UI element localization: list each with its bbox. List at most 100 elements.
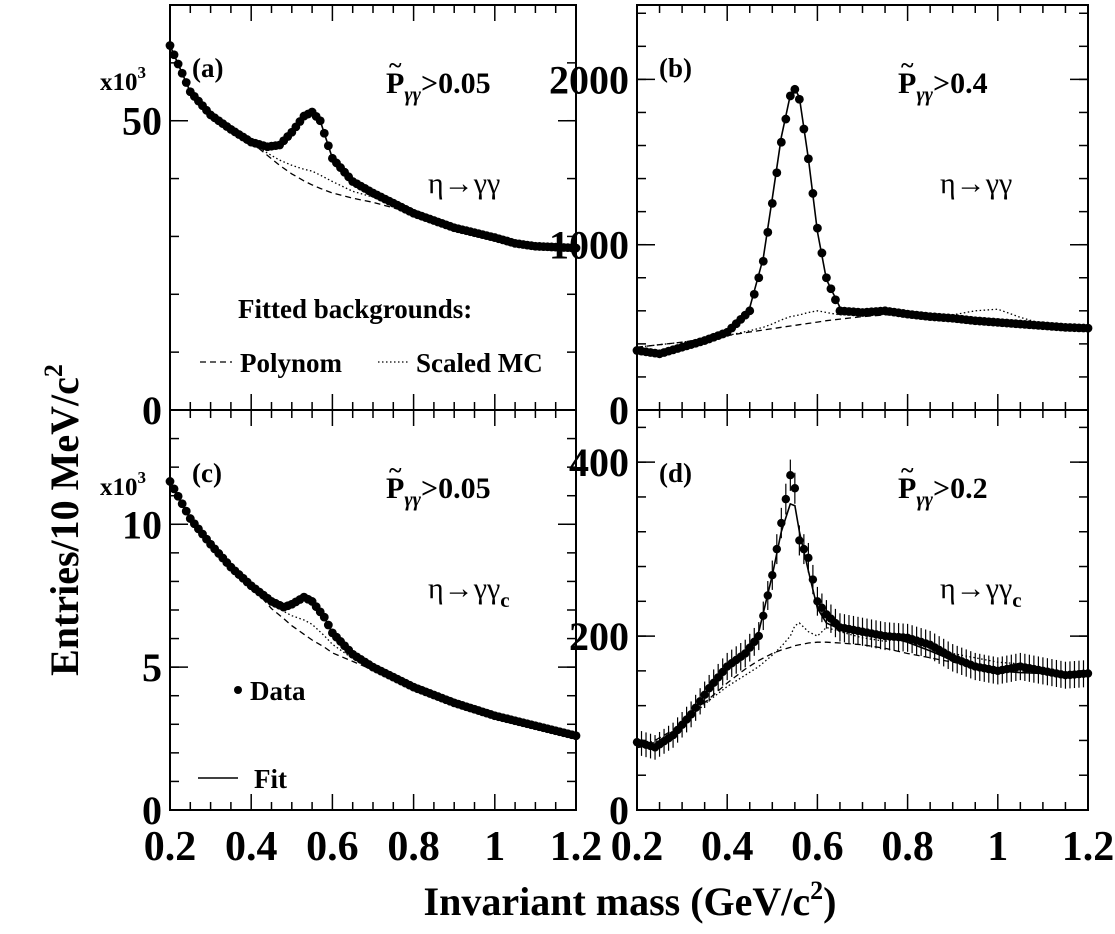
- data-point: [804, 553, 813, 563]
- x-tick-label: 1.2: [550, 824, 603, 870]
- data-point: [763, 227, 773, 237]
- data-point: [768, 571, 777, 580]
- data-point: [323, 141, 333, 151]
- y-tick-label: 0: [142, 788, 162, 833]
- fit-curve: [169, 45, 577, 249]
- panel-label: (c): [192, 458, 222, 488]
- y-tick-label: 50: [122, 99, 162, 144]
- scaled-mc-background-curve: [169, 481, 577, 737]
- reaction-label: η→γγ: [428, 167, 500, 200]
- panel-label: (d): [659, 458, 692, 488]
- panel-b: 0 1000 2000 (b) Pγγ>0.4~ η→γγ: [549, 4, 1093, 433]
- x-tick-label: 0.8: [387, 824, 440, 870]
- panel-label: (a): [192, 53, 223, 83]
- data-point: [759, 611, 768, 620]
- legend-scaled-mc-label: Scaled MC: [416, 348, 543, 378]
- data-point: [781, 114, 791, 124]
- data-point: [786, 471, 795, 480]
- data-point: [1083, 323, 1093, 333]
- data-point: [749, 289, 759, 299]
- data-point: [741, 649, 750, 658]
- x-tick-label: 1.2: [1062, 824, 1115, 870]
- y-tick-label: 0: [609, 388, 629, 433]
- data-point: [165, 477, 175, 486]
- x-tick-label: 0.6: [791, 824, 844, 870]
- y-tick-label: 2000: [549, 57, 629, 102]
- data-point: [799, 544, 809, 554]
- x-tick-label: 1: [484, 824, 505, 870]
- data-point: [794, 94, 804, 104]
- reaction-label: η→γγ: [940, 167, 1012, 200]
- scaled-mc-background-curve: [636, 308, 1089, 348]
- data-point: [813, 223, 822, 233]
- data-point: [817, 248, 827, 258]
- fit-curve: [169, 481, 577, 737]
- cut-label: Pγγ>0.4: [898, 67, 988, 106]
- tilde-mark: ~: [901, 53, 914, 79]
- data-point: [790, 484, 800, 493]
- y-tick-label: 0: [142, 388, 162, 433]
- tilde-mark: ~: [389, 53, 402, 79]
- data-point: [777, 518, 786, 528]
- x-tick-label: 0.2: [144, 824, 197, 870]
- y-tick-label: 400: [569, 440, 629, 485]
- legend-data-marker: [234, 686, 242, 694]
- data-point: [695, 697, 705, 706]
- data-point: [181, 78, 191, 87]
- data-point: [691, 703, 700, 713]
- data-point: [754, 273, 764, 283]
- panel-label: (b): [659, 53, 692, 83]
- data-point: [750, 637, 759, 647]
- polynom-background-curve: [169, 45, 577, 249]
- plot-frame: [636, 4, 1089, 411]
- polynom-background-curve: [169, 481, 577, 737]
- scaled-mc-background-curve: [169, 45, 577, 249]
- y-multiplier-label: x103: [100, 63, 146, 96]
- data-point: [799, 124, 809, 134]
- panel-d: 0 200 400 (d) Pγγ>0.2~ η→γγc 0.2 0.4 0.6 0.8 1 1.2: [569, 409, 1115, 870]
- reaction-label: η→γγc: [428, 572, 510, 612]
- x-tick-label: 1: [987, 824, 1008, 870]
- x-tick-label: 0.4: [701, 824, 754, 870]
- x-axis-title-main: Invariant mass (GeV/c: [424, 879, 811, 924]
- data-point: [315, 116, 325, 126]
- cut-label: Pγγ>0.05: [386, 472, 491, 511]
- y-multiplier-label: x103: [100, 468, 146, 501]
- x-tick-label: 0.6: [306, 824, 359, 870]
- data-point: [173, 59, 183, 69]
- legend-backgrounds-title: Fitted backgrounds:: [238, 294, 472, 324]
- data-point: [700, 690, 709, 699]
- data-point: [808, 575, 818, 584]
- data-point: [826, 284, 836, 294]
- y-tick-label: 1000: [549, 223, 629, 268]
- data-point: [813, 597, 822, 606]
- tilde-mark: ~: [901, 458, 914, 484]
- legend-data-label: Data: [250, 676, 306, 706]
- panel-a: 0 50 (a) x103 Pγγ>0.05~ η→γγ: [100, 4, 581, 433]
- x-tick-label: 0.2: [611, 824, 664, 870]
- data-point: [319, 128, 329, 138]
- data-point: [181, 506, 191, 516]
- data-point: [165, 41, 175, 50]
- data-point: [767, 198, 777, 208]
- y-tick-label: 200: [569, 614, 629, 659]
- y-axis-title-sup: 2: [39, 364, 68, 377]
- cut-label: Pγγ>0.2: [898, 472, 988, 511]
- legend-polynom-label: Polynom: [240, 348, 343, 378]
- data-point: [745, 643, 754, 652]
- data-point: [169, 484, 179, 494]
- panel-c: 0 5 10 (c) x103 Pγγ>0.05~ η→γγc 0.2 0.4 0.6 0.8 1 1.…: [100, 409, 603, 870]
- data-point: [323, 620, 333, 630]
- scaled-mc-background-curve: [636, 622, 1089, 749]
- x-tick-label: 0.4: [225, 824, 278, 870]
- data-point: [817, 603, 827, 613]
- data-point: [772, 544, 782, 554]
- data-point: [173, 491, 183, 501]
- legend-backgrounds: Fitted backgrounds: Polynom Scaled MC: [200, 294, 543, 378]
- x-tick-label: 0.8: [881, 824, 934, 870]
- data-point: [571, 731, 581, 741]
- y-tick-label: 0: [609, 788, 629, 833]
- y-tick-label: 5: [142, 645, 162, 690]
